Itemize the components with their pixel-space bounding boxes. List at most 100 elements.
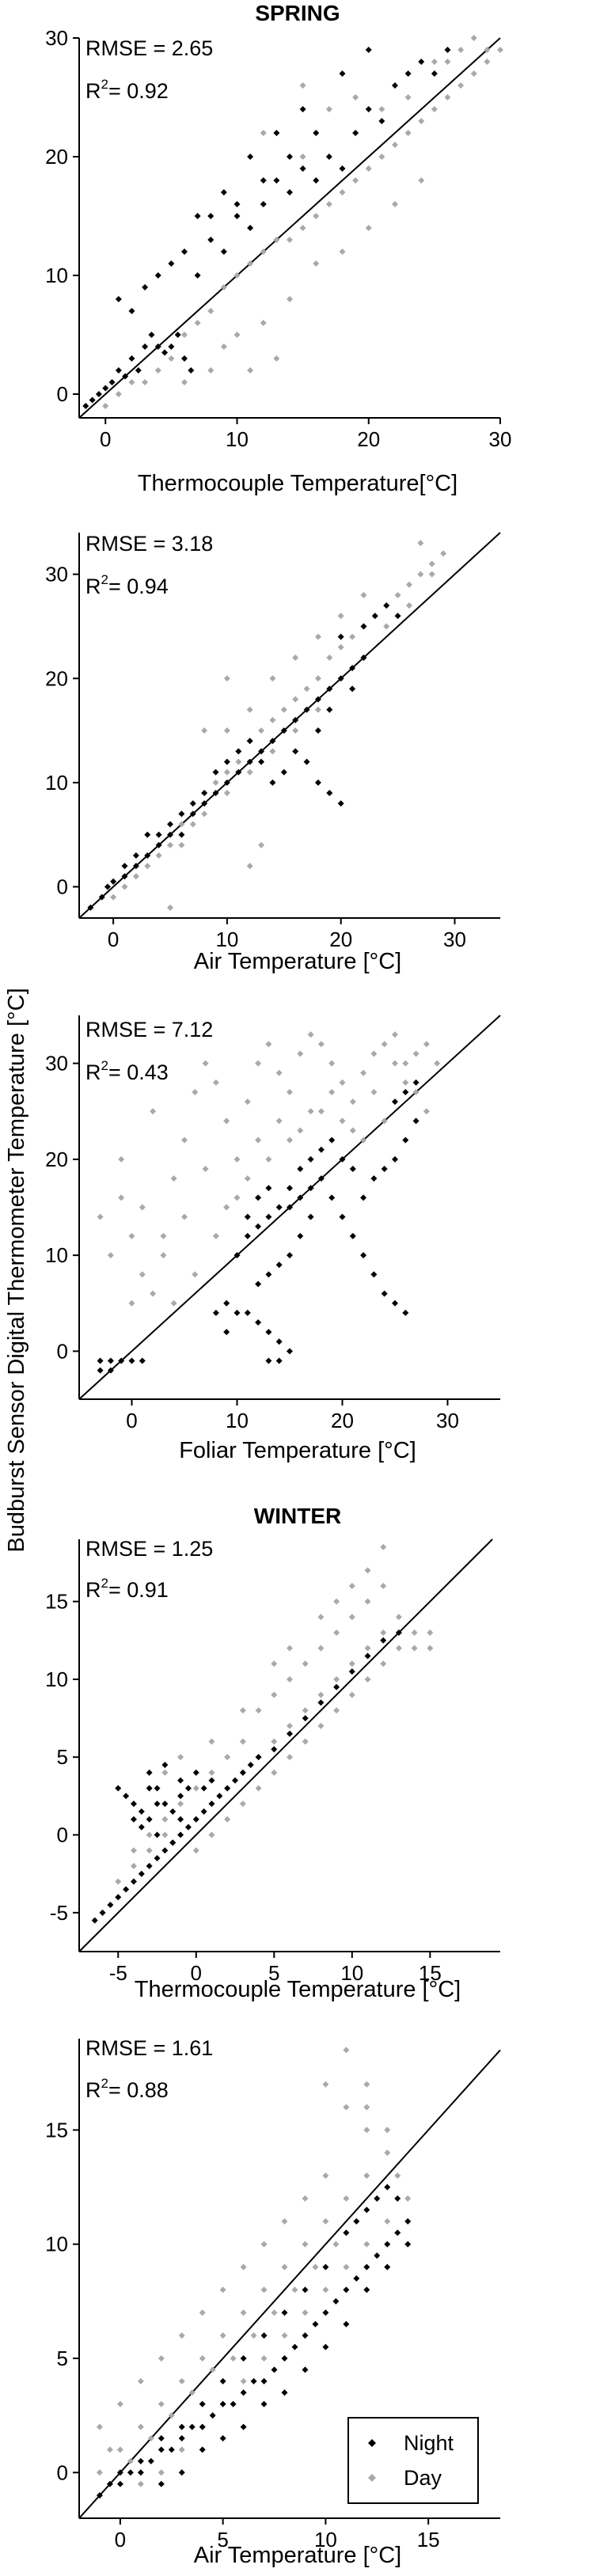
data-point bbox=[130, 1815, 137, 1823]
data-point bbox=[352, 130, 359, 136]
data-point bbox=[378, 154, 385, 160]
data-point bbox=[349, 685, 356, 692]
data-point bbox=[220, 248, 227, 255]
data-point bbox=[333, 1683, 340, 1690]
r2-value: = 0.88 bbox=[108, 2078, 169, 2102]
data-point bbox=[312, 2320, 319, 2328]
data-point bbox=[431, 70, 438, 77]
data-point bbox=[161, 1815, 169, 1823]
data-point bbox=[404, 2195, 412, 2202]
data-point bbox=[208, 1800, 215, 1808]
data-point bbox=[360, 654, 367, 661]
data-point bbox=[219, 2332, 226, 2339]
y-tick-label: 5 bbox=[57, 1745, 68, 1769]
data-point bbox=[199, 2355, 206, 2362]
data-point bbox=[349, 665, 356, 672]
data-point bbox=[244, 1213, 251, 1220]
plot-area: 0 5 10 15 0 5 10 15 bbox=[45, 2039, 501, 2551]
data-point bbox=[146, 1769, 153, 1776]
data-point bbox=[343, 2286, 350, 2293]
plot-area: 0 10 20 30 0 10 20 30 bbox=[45, 532, 501, 951]
data-point bbox=[128, 355, 135, 362]
data-point bbox=[423, 1108, 430, 1115]
data-point bbox=[271, 1660, 278, 1667]
data-point bbox=[287, 1089, 293, 1095]
data-point bbox=[317, 1722, 325, 1729]
data-point bbox=[168, 355, 175, 362]
data-point bbox=[150, 1108, 157, 1115]
data-point bbox=[269, 779, 276, 786]
data-point bbox=[233, 272, 241, 279]
data-point bbox=[370, 1050, 378, 1057]
data-point bbox=[343, 2320, 350, 2328]
data-point bbox=[160, 1252, 167, 1259]
data-point bbox=[326, 790, 333, 797]
data-point bbox=[314, 633, 321, 640]
data-point bbox=[220, 189, 227, 195]
data-point bbox=[202, 1060, 209, 1067]
one-to-one-line bbox=[78, 1538, 493, 1952]
data-point bbox=[233, 213, 241, 219]
x-tick-label: 10 bbox=[215, 928, 238, 951]
data-point bbox=[247, 367, 254, 374]
data-point bbox=[137, 2480, 144, 2487]
data-point bbox=[154, 343, 161, 350]
data-point bbox=[281, 2389, 288, 2396]
data-point bbox=[287, 296, 293, 302]
data-point bbox=[178, 2423, 185, 2430]
data-point bbox=[348, 1614, 355, 1621]
data-point bbox=[260, 2377, 268, 2384]
data-point bbox=[144, 831, 151, 838]
data-point bbox=[360, 591, 367, 598]
y-tick-label: 30 bbox=[45, 26, 68, 50]
data-point bbox=[246, 758, 253, 765]
data-point bbox=[363, 2081, 370, 2088]
y-tick-label: -5 bbox=[50, 1901, 68, 1925]
data-point bbox=[244, 1175, 251, 1182]
y-tick-label: 20 bbox=[45, 666, 68, 690]
data-point bbox=[220, 284, 227, 290]
x-tick-label: 0 bbox=[126, 1409, 137, 1432]
data-point bbox=[189, 821, 196, 828]
data-point bbox=[138, 1870, 145, 1877]
data-point bbox=[189, 800, 196, 807]
data-point bbox=[339, 1213, 346, 1220]
y-tick-label: 0 bbox=[57, 1823, 68, 1847]
data-point bbox=[240, 2263, 247, 2271]
data-point bbox=[110, 878, 117, 885]
data-point bbox=[384, 2183, 391, 2191]
data-point bbox=[260, 130, 267, 136]
data-point bbox=[194, 320, 201, 326]
x-tick-label: 5 bbox=[268, 1961, 279, 1985]
data-point bbox=[281, 2355, 288, 2362]
data-point bbox=[146, 1862, 153, 1869]
data-point bbox=[404, 2217, 412, 2225]
data-point bbox=[177, 1831, 184, 1838]
data-point bbox=[333, 1598, 340, 1605]
data-point bbox=[380, 1637, 387, 1644]
data-point bbox=[168, 260, 175, 267]
data-point bbox=[303, 685, 310, 692]
data-point bbox=[235, 768, 242, 776]
data-point bbox=[130, 1862, 137, 1869]
data-point bbox=[212, 1309, 219, 1316]
data-point bbox=[170, 1299, 177, 1307]
legend-marker-night bbox=[368, 2439, 376, 2447]
y-tick-label: 0 bbox=[57, 1339, 68, 1363]
data-point bbox=[142, 379, 149, 385]
r2-value: = 0.91 bbox=[108, 1578, 169, 1602]
y-tick-label: 0 bbox=[57, 875, 68, 899]
data-point bbox=[154, 272, 161, 279]
data-point bbox=[244, 1232, 251, 1239]
data-point bbox=[178, 841, 185, 848]
data-point bbox=[128, 1357, 135, 1364]
series-night bbox=[82, 47, 451, 409]
data-point bbox=[200, 1808, 207, 1815]
data-point bbox=[232, 1777, 239, 1784]
data-point bbox=[380, 1629, 387, 1636]
data-point bbox=[392, 1098, 398, 1106]
data-point bbox=[332, 2297, 340, 2305]
data-point bbox=[146, 1815, 153, 1823]
data-point bbox=[194, 213, 201, 219]
data-point bbox=[287, 189, 293, 195]
